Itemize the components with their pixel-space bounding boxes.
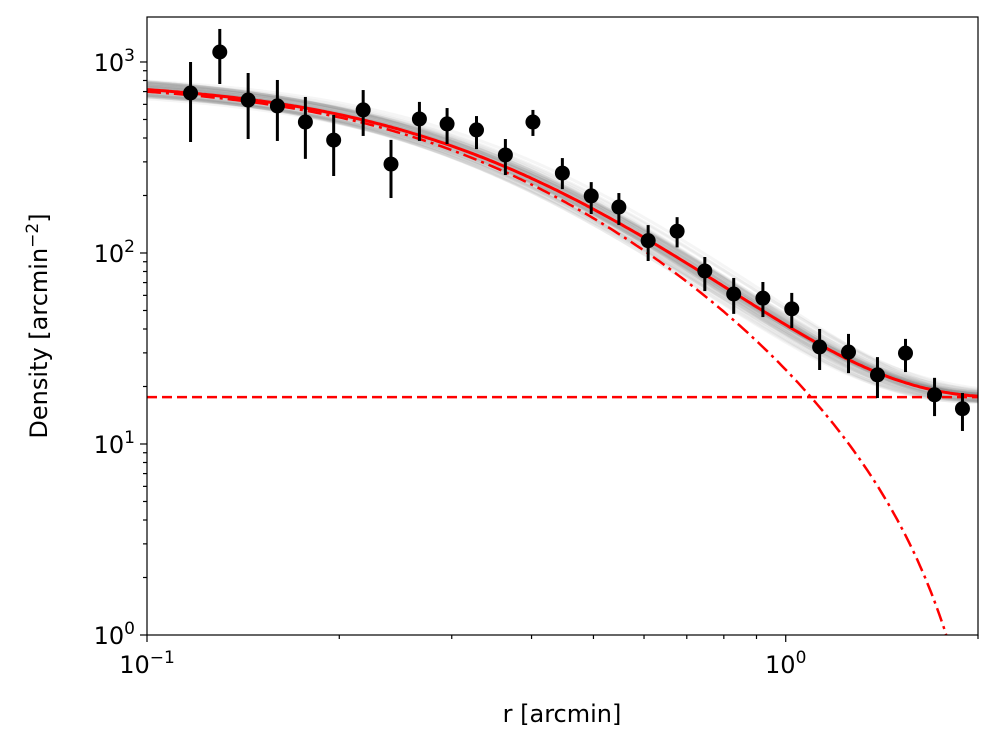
posterior-sample-curve [147, 93, 978, 399]
data-point [755, 290, 771, 306]
posterior-sample-curve [147, 93, 978, 403]
data-point [954, 401, 970, 417]
data-point [812, 339, 828, 355]
x-tick-label: 100 [765, 648, 806, 679]
data-point [669, 223, 685, 239]
data-point [554, 165, 570, 181]
data-point [469, 122, 485, 138]
data-point [411, 111, 427, 127]
posterior-sample-curve [147, 93, 978, 404]
posterior-sample-curve [147, 95, 978, 394]
data-point [240, 92, 256, 108]
data-point [897, 345, 913, 361]
x-tick-label: 10−1 [119, 648, 175, 679]
y-tick-label: 101 [94, 428, 135, 459]
data-point [784, 301, 800, 317]
y-tick-label: 102 [94, 237, 135, 268]
king-component-curve [147, 90, 948, 635]
data-point [355, 102, 371, 118]
data-point [383, 156, 399, 172]
posterior-sample-curve [147, 97, 978, 397]
data-point [726, 286, 742, 302]
posterior-sample-curve [147, 88, 978, 392]
data-point [697, 263, 713, 279]
x-axis-label: r [arcmin] [503, 700, 622, 728]
data-point [927, 387, 943, 403]
data-point [183, 85, 199, 101]
data-point [583, 188, 599, 204]
posterior-sample-curve [147, 95, 978, 400]
y-axis-label: Density [arcmin−2] [23, 213, 53, 438]
posterior-sample-curve [147, 93, 978, 402]
posterior-sample-curve [147, 80, 978, 395]
data-point [525, 114, 541, 130]
data-point [212, 44, 228, 60]
posterior-sample-curve [147, 93, 978, 396]
data-point [869, 367, 885, 383]
data-point [611, 199, 627, 215]
y-tick-label: 100 [94, 619, 135, 650]
posterior-sample-curve [147, 87, 978, 390]
total-model-curve [147, 88, 978, 398]
data-point [439, 116, 455, 132]
posterior-sample-curve [147, 80, 978, 399]
posterior-sample-curve [147, 95, 978, 402]
data-point [297, 114, 313, 130]
data-point [841, 344, 857, 360]
posterior-sample-curve [147, 81, 978, 392]
data-point [326, 132, 342, 148]
model-curves [147, 88, 978, 635]
posterior-sample-curve [147, 95, 978, 398]
y-tick-label: 103 [94, 46, 135, 77]
posterior-sample-curve [147, 92, 978, 403]
data-points [183, 28, 970, 431]
posterior-sample-curve [147, 80, 978, 396]
posterior-sample-curve [147, 84, 978, 403]
data-point [497, 147, 513, 163]
posterior-sample-curve [147, 80, 978, 397]
data-point [269, 98, 285, 114]
posterior-sample-curve [147, 92, 978, 394]
posterior-sample-curve [147, 81, 978, 393]
data-point [640, 233, 656, 249]
plot-frame [146, 16, 979, 636]
posterior-sample-curve [147, 91, 978, 403]
posterior-sample-curve [147, 85, 978, 393]
